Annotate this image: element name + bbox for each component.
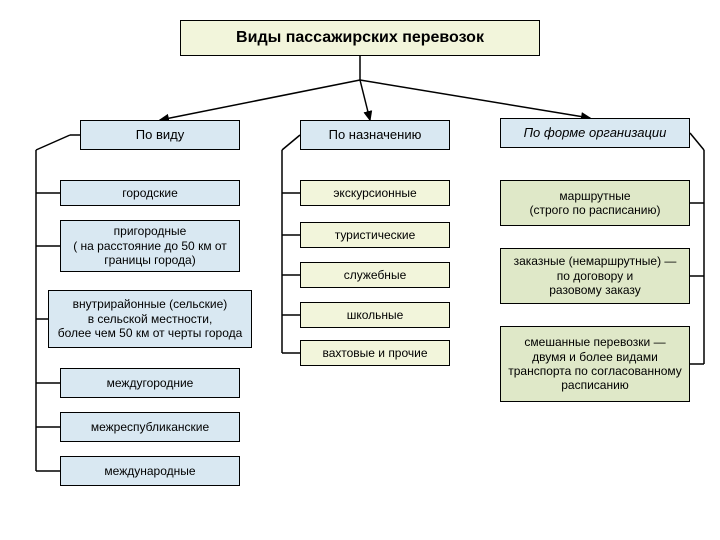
col2-item: служебные <box>300 262 450 288</box>
col1-item: междугородние <box>60 368 240 398</box>
col1-item: международные <box>60 456 240 486</box>
col3-item: маршрутные (строго по расписанию) <box>500 180 690 226</box>
col1-item: внутрирайонные (сельские) в сельской мес… <box>48 290 252 348</box>
col1-item: межреспубликанские <box>60 412 240 442</box>
col2-item: туристические <box>300 222 450 248</box>
category-by-purpose: По назначению <box>300 120 450 150</box>
col2-item: экскурсионные <box>300 180 450 206</box>
col1-item: городские <box>60 180 240 206</box>
col1-item: пригородные ( на расстояние до 50 км от … <box>60 220 240 272</box>
category-by-type: По виду <box>80 120 240 150</box>
diagram-title: Виды пассажирских перевозок <box>180 20 540 56</box>
col2-item: школьные <box>300 302 450 328</box>
col3-item: смешанные перевозки — двумя и более вида… <box>500 326 690 402</box>
col2-item: вахтовые и прочие <box>300 340 450 366</box>
category-by-organization: По форме организации <box>500 118 690 148</box>
col3-item: заказные (немаршрутные) — по договору и … <box>500 248 690 304</box>
